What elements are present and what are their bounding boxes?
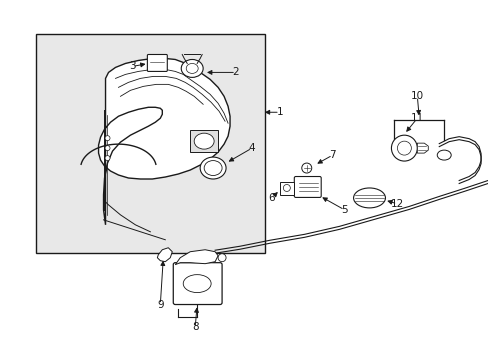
Text: 1: 1	[276, 107, 283, 117]
Text: 6: 6	[268, 193, 275, 203]
Circle shape	[397, 141, 410, 155]
Circle shape	[105, 156, 110, 161]
Polygon shape	[99, 58, 229, 225]
Circle shape	[105, 146, 110, 150]
Polygon shape	[416, 143, 427, 153]
FancyBboxPatch shape	[173, 263, 222, 305]
Bar	[190, 130, 218, 152]
Text: 4: 4	[248, 143, 255, 153]
Text: 7: 7	[329, 150, 335, 160]
Ellipse shape	[200, 157, 225, 179]
Bar	[36, 33, 264, 253]
Text: 9: 9	[157, 300, 163, 310]
Text: 11: 11	[410, 113, 423, 123]
Polygon shape	[175, 250, 218, 265]
Ellipse shape	[353, 188, 385, 208]
FancyBboxPatch shape	[294, 176, 321, 197]
Text: 12: 12	[390, 199, 403, 209]
Text: 8: 8	[191, 323, 198, 332]
Circle shape	[390, 135, 416, 161]
Ellipse shape	[436, 150, 450, 160]
Ellipse shape	[183, 275, 211, 293]
Text: 2: 2	[232, 67, 239, 77]
Bar	[279, 182, 293, 195]
Circle shape	[105, 136, 110, 141]
Circle shape	[301, 163, 311, 173]
Circle shape	[283, 184, 290, 192]
Text: 5: 5	[341, 205, 347, 215]
Text: 3: 3	[129, 62, 136, 71]
Text: 10: 10	[410, 91, 423, 101]
Circle shape	[218, 254, 225, 262]
Polygon shape	[157, 248, 172, 262]
Ellipse shape	[186, 63, 198, 73]
Ellipse shape	[203, 161, 222, 176]
Ellipse shape	[181, 59, 203, 77]
FancyBboxPatch shape	[147, 54, 167, 71]
Ellipse shape	[194, 133, 214, 149]
